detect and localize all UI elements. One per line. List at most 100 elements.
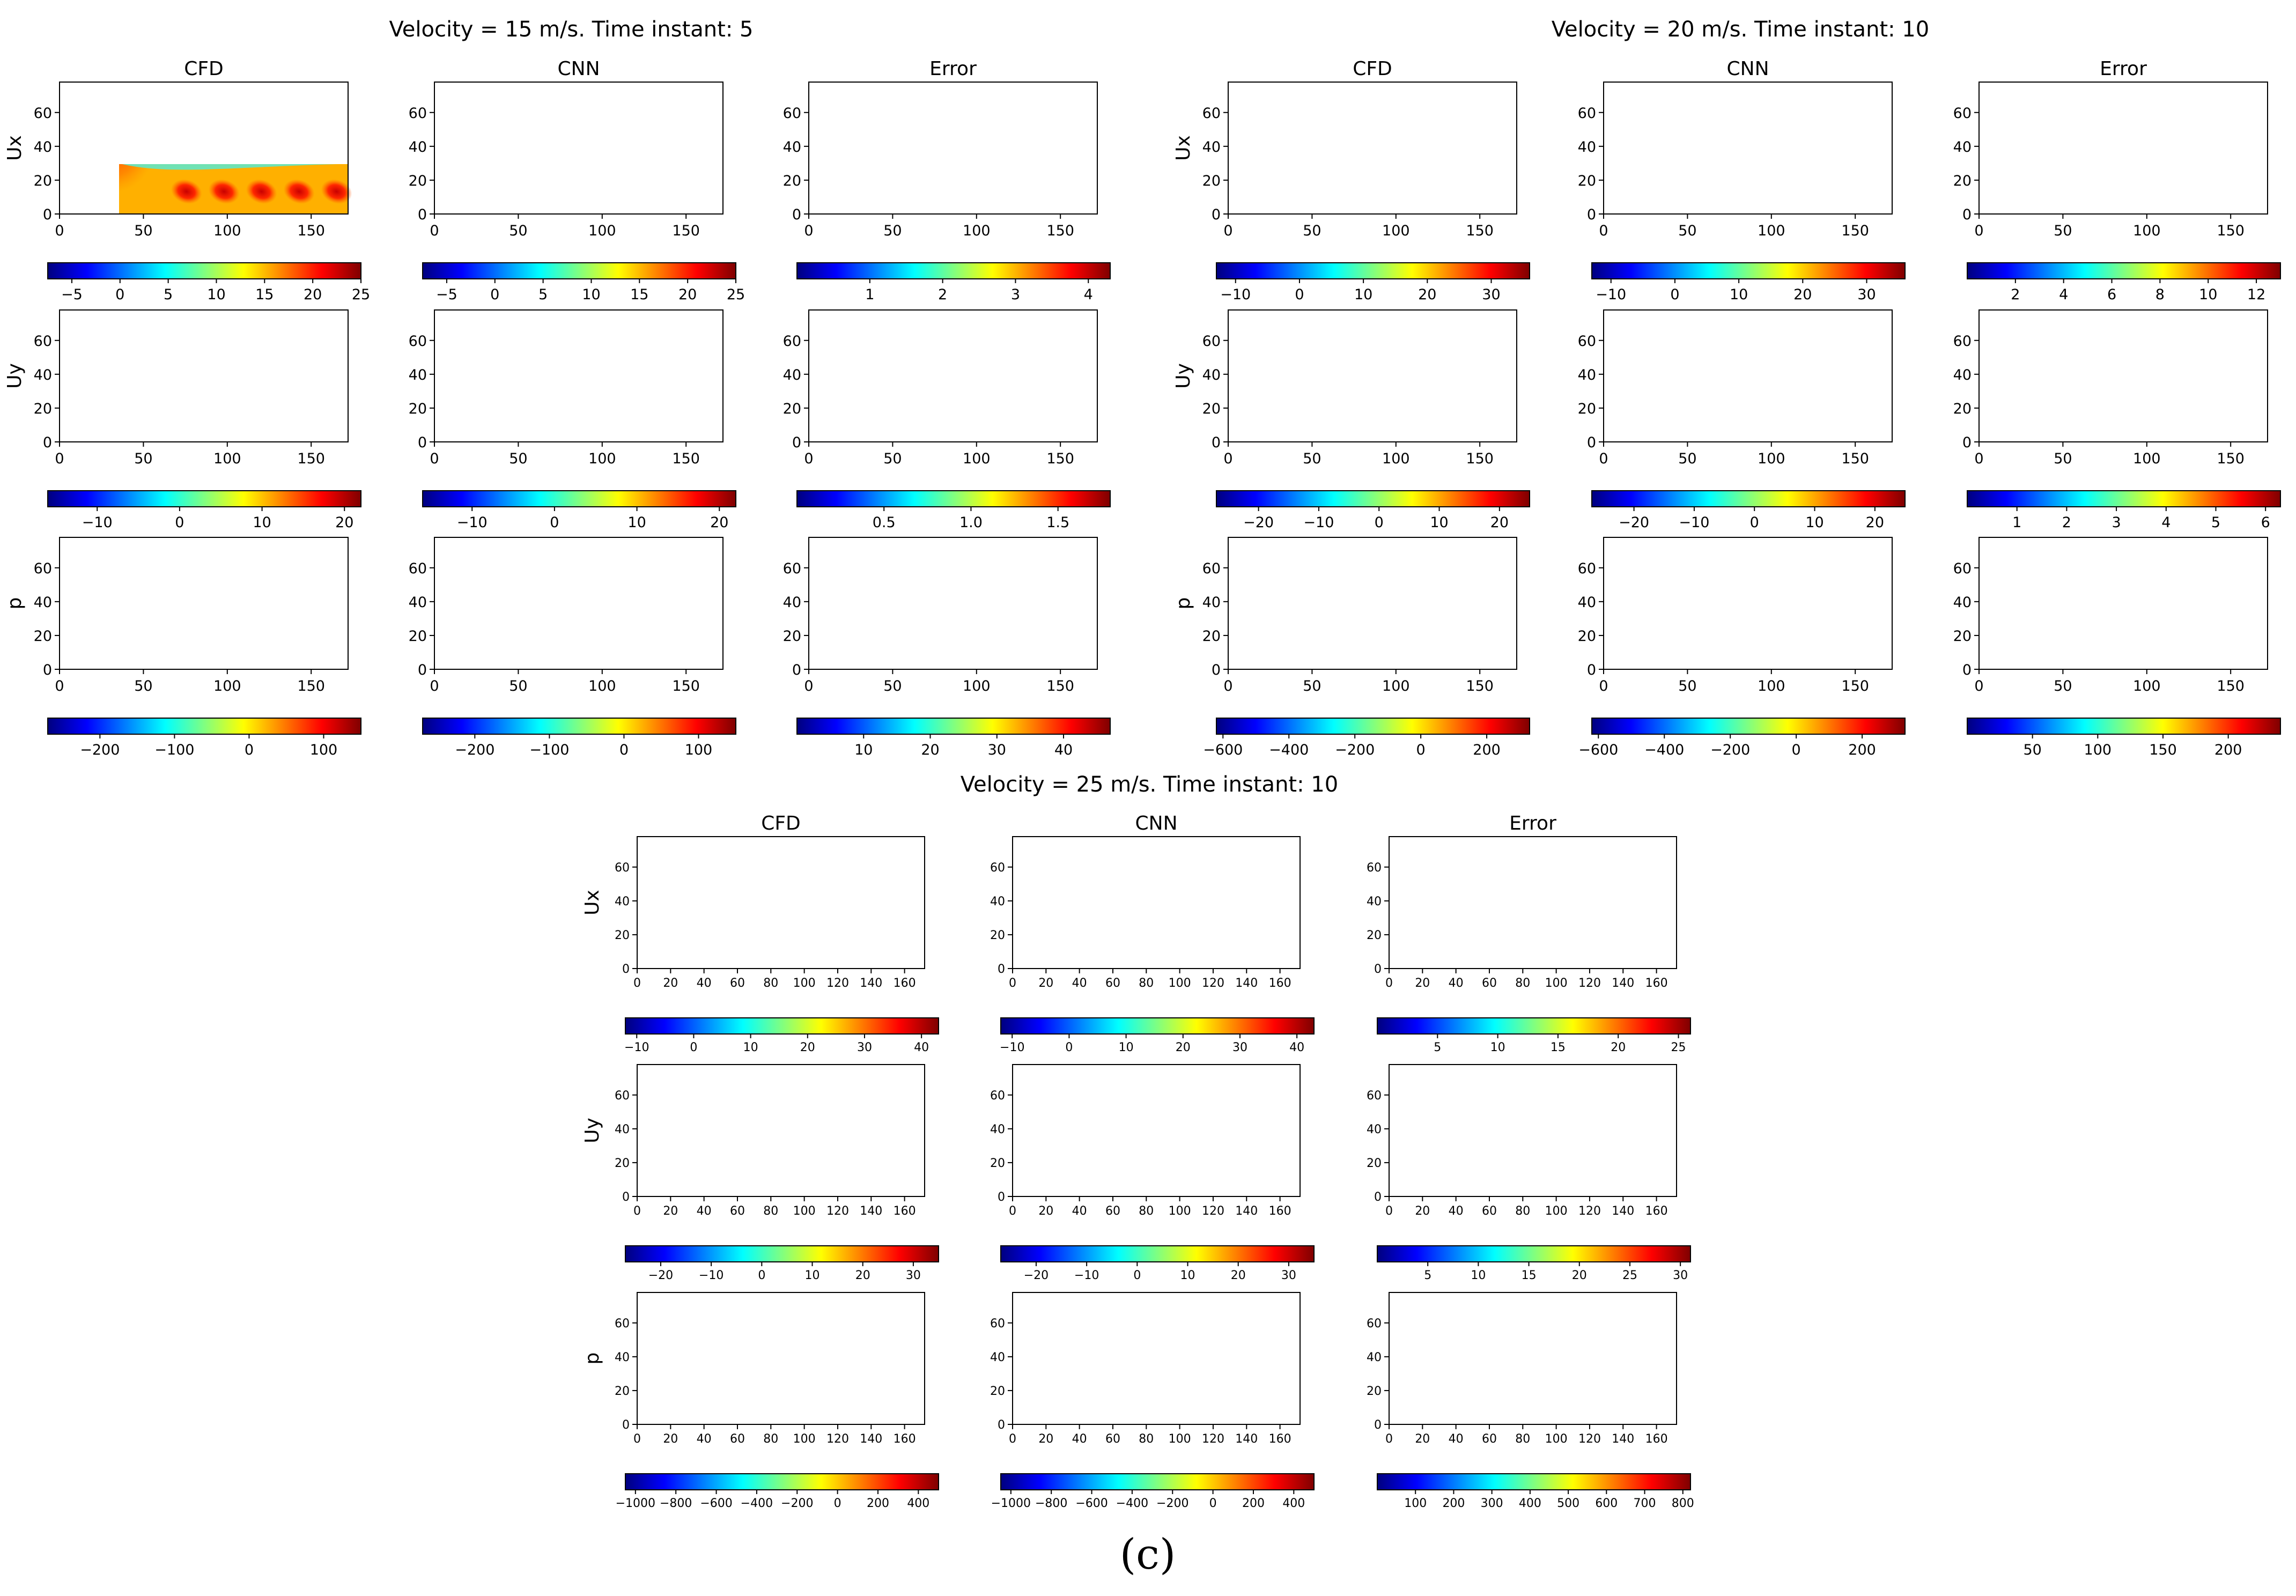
- colorbar: [48, 491, 361, 507]
- low-pressure-vortex: [600, 578, 621, 610]
- stagnation-region: [119, 164, 152, 193]
- low-pressure-vortex: [1819, 578, 1839, 610]
- stagnation-pressure: [1259, 585, 1301, 627]
- vortex-negative: [499, 356, 514, 401]
- x-tick-label: 20: [1038, 1205, 1053, 1218]
- y-tick-label: 20: [34, 628, 52, 645]
- colorbar-frame: [1216, 262, 1530, 279]
- colorbar-tick-label: 30: [1281, 1269, 1296, 1282]
- colorbar-frame: [796, 490, 1111, 507]
- panel-uy-error: 0 20 40 60 80 100 120 140 160 0 20 40 60 5 10 15 20 25 30: [1367, 1064, 1691, 1282]
- y-tick-label: 60: [615, 861, 630, 875]
- x-tick-label: 150: [1046, 223, 1074, 239]
- low-pressure-vortex: [1202, 1357, 1223, 1389]
- error-streak: [1540, 861, 1578, 912]
- colorbar-tick-label: −20: [1243, 514, 1274, 531]
- vortex-negative: [1766, 351, 1781, 406]
- vortex-negative: [1077, 1107, 1092, 1159]
- colorbar-tick-label: 15: [630, 286, 648, 303]
- x-tick-label: 50: [509, 223, 527, 239]
- y-tick-label: 40: [615, 1123, 630, 1136]
- error-streak: [1623, 1099, 1661, 1151]
- vortex-lower: [246, 179, 277, 204]
- low-pressure-vortex: [1769, 578, 1790, 610]
- y-tick-label: 60: [1367, 861, 1382, 875]
- y-tick-label: 20: [409, 173, 427, 189]
- y-tick-label: 40: [34, 367, 52, 383]
- body-wake-core: [108, 142, 126, 160]
- x-tick-label: 80: [1139, 1432, 1154, 1446]
- error-streak: [2191, 325, 2217, 374]
- error-hotspot: [2024, 593, 2050, 619]
- x-tick-label: 120: [1578, 1205, 1601, 1218]
- y-tick-label: 20: [1202, 173, 1221, 189]
- x-tick-label: 100: [793, 1205, 816, 1218]
- group-title: Velocity = 15 m/s. Time instant: 5: [389, 17, 754, 42]
- colorbar-tick-label: 12: [2247, 286, 2265, 303]
- colorbar: [625, 1018, 939, 1034]
- y-tick-label: 40: [1202, 367, 1221, 383]
- panel-p-cfd: 0 50 100 150 0 20 40 60 p −200 −100 0 100: [4, 537, 361, 758]
- y-tick-label: 0: [1212, 206, 1221, 223]
- colorbar-tick-label: 700: [1634, 1497, 1656, 1510]
- y-tick-label: 0: [1962, 662, 1972, 678]
- error-streak: [1514, 1121, 1540, 1171]
- vortex-positive: [296, 351, 311, 406]
- panel-ux-cfd: 0 50 100 150 0 20 40 60 Ux CFD −10 0 10 20 30: [1172, 58, 1530, 303]
- x-tick-label: 0: [1223, 223, 1232, 239]
- colorbar-frame: [1216, 490, 1530, 507]
- low-pressure-vortex: [729, 1357, 750, 1389]
- x-tick-label: 100: [1169, 977, 1191, 990]
- x-tick-label: 160: [1269, 977, 1291, 990]
- colorbar-tick-label: 10: [1490, 1041, 1505, 1054]
- low-pressure-vortex: [527, 602, 547, 634]
- wake-region: [1065, 889, 1300, 925]
- error-streak: [1450, 1306, 1488, 1358]
- axes-frame: [59, 82, 349, 215]
- colorbar-tick-label: −20: [1619, 514, 1649, 531]
- error-streak: [2108, 139, 2133, 188]
- error-streak: [1494, 1084, 1532, 1135]
- colorbar-tick-label: 5: [1424, 1269, 1431, 1282]
- colorbar-tick-label: 200: [867, 1497, 889, 1510]
- y-tick-label: 60: [34, 333, 52, 350]
- low-pressure-vortex: [1745, 602, 1766, 634]
- y-tick-label: 20: [409, 401, 427, 417]
- x-tick-label: 0: [430, 223, 439, 239]
- vortex-positive: [1742, 352, 1757, 405]
- x-tick-label: 0: [1599, 223, 1608, 239]
- colorbar-tick-label: 10: [627, 514, 646, 531]
- x-tick-label: 60: [1105, 1432, 1120, 1446]
- field-plot: [434, 537, 723, 669]
- x-tick-label: 140: [860, 977, 882, 990]
- vortex-lower: [580, 175, 618, 208]
- x-tick-label: 0: [633, 1432, 641, 1446]
- error-streak: [2061, 361, 2087, 411]
- x-tick-label: 120: [1202, 977, 1224, 990]
- panel-ux-error: 0 50 100 150 0 20 40 60 Error 2 4 6 8 10 12: [1953, 58, 2281, 303]
- error-streak: [1517, 893, 1543, 943]
- vortex-upper: [1140, 843, 1178, 875]
- y-axis-label: p: [581, 1353, 603, 1365]
- error-streak: [993, 128, 1022, 179]
- low-pressure-vortex: [827, 1357, 847, 1389]
- stagnation-region: [1613, 108, 1697, 193]
- error-hotspot: [2024, 365, 2050, 391]
- group-title: Velocity = 25 m/s. Time instant: 10: [961, 772, 1338, 797]
- colorbar-tick-label: 10: [1119, 1041, 1134, 1054]
- colorbar-tick-label: −10: [1000, 1041, 1024, 1054]
- colorbar: [1001, 1474, 1314, 1490]
- vortex-lower: [283, 179, 315, 204]
- colorbar-tick-label: 200: [1442, 1497, 1465, 1510]
- y-tick-label: 20: [1367, 929, 1382, 942]
- error-streak: [2151, 144, 2176, 194]
- x-tick-label: 80: [763, 977, 778, 990]
- y-tick-label: 0: [998, 1418, 1005, 1432]
- error-streak: [904, 573, 933, 623]
- x-tick-label: 150: [1046, 450, 1074, 467]
- colorbar-frame: [796, 718, 1111, 735]
- cylinder-edge: [685, 902, 697, 914]
- y-tick-label: 20: [1202, 628, 1221, 645]
- vortex-positive: [198, 352, 213, 405]
